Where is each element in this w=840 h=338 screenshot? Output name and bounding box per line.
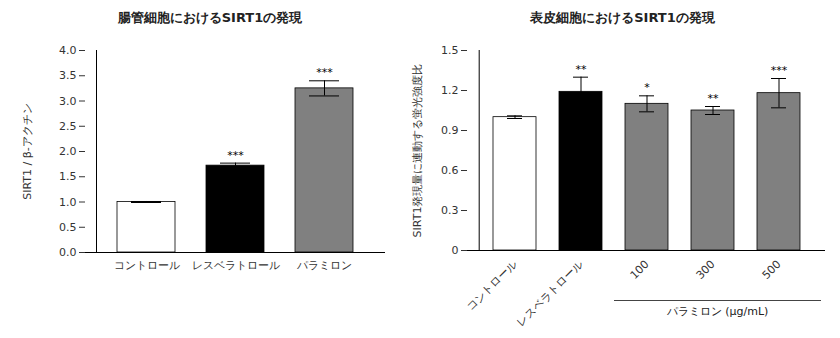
svg-text:パラミロン: パラミロン	[296, 259, 352, 272]
svg-text:SIRT1発現量に連動する蛍光強度比: SIRT1発現量に連動する蛍光強度比	[411, 64, 424, 238]
svg-text:100: 100	[628, 258, 652, 282]
svg-text:0.6: 0.6	[441, 164, 459, 177]
svg-text:1.0: 1.0	[59, 196, 77, 209]
svg-text:**: **	[708, 92, 720, 105]
svg-text:3.5: 3.5	[59, 69, 77, 82]
svg-text:コントロール: コントロール	[464, 258, 520, 314]
html-text:パラミロン (μg/mL): パラミロン (μg/mL)	[666, 305, 769, 318]
svg-text:3.0: 3.0	[59, 95, 77, 108]
svg-text:2.5: 2.5	[59, 120, 77, 133]
svg-text:0: 0	[452, 244, 459, 257]
html-text:腸管細胞におけるSIRT1の発現: 腸管細胞におけるSIRT1の発現	[117, 10, 303, 25]
svg-text:300: 300	[694, 258, 718, 282]
svg-text:***: ***	[316, 66, 333, 79]
svg-text:0.3: 0.3	[441, 204, 459, 217]
svg-text:***: ***	[771, 64, 788, 77]
svg-text:0.5: 0.5	[59, 221, 77, 234]
svg-text:**: **	[576, 63, 588, 76]
svg-text:***: ***	[227, 149, 244, 162]
svg-text:500: 500	[760, 258, 784, 282]
svg-text:1.2: 1.2	[441, 84, 459, 97]
svg-text:1.5: 1.5	[441, 44, 459, 57]
svg-text:2.0: 2.0	[59, 145, 77, 158]
html-text:表皮細胞におけるSIRT1の発現: 表皮細胞におけるSIRT1の発現	[530, 10, 715, 25]
svg-text:0.9: 0.9	[441, 124, 459, 137]
svg-text:4.0: 4.0	[59, 44, 77, 57]
svg-text:0.0: 0.0	[59, 246, 77, 259]
svg-text:レスベラトロール: レスベラトロール	[514, 258, 585, 329]
svg-text:SIRT1 / β-アクチン: SIRT1 / β-アクチン	[21, 103, 34, 199]
svg-text:1.5: 1.5	[59, 170, 77, 183]
svg-text:*: *	[644, 81, 650, 94]
svg-text:コントロール: コントロール	[114, 259, 180, 272]
svg-text:レスベラトロール: レスベラトロール	[192, 259, 280, 272]
